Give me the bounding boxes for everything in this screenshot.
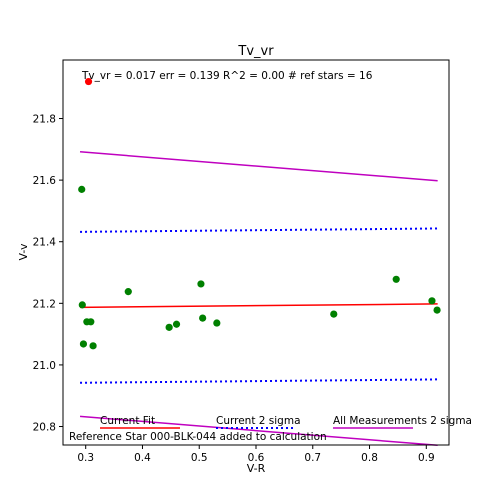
data-point xyxy=(165,323,173,331)
x-tick-label: 0.4 xyxy=(134,452,151,464)
series-line-3 xyxy=(80,378,438,384)
legend-label: All Measurements 2 sigma xyxy=(333,415,472,427)
y-tick-label: 21.8 xyxy=(33,114,56,126)
data-point xyxy=(79,340,88,348)
footnote: Reference Star 000-BLK-044 added to calc… xyxy=(69,431,327,443)
series-line-5 xyxy=(79,415,438,447)
legend: Current Fit Current 2 sigma All Measuremen… xyxy=(100,415,472,429)
data-point xyxy=(428,297,436,305)
data-point xyxy=(78,301,86,309)
plot-frame xyxy=(62,59,450,446)
series-line-4 xyxy=(79,151,438,182)
y-axis-label: V-v xyxy=(17,243,30,261)
y-tick-label: 21.6 xyxy=(33,175,57,187)
x-tick-label: 0.5 xyxy=(191,452,208,464)
x-tick-label: 0.7 xyxy=(304,452,321,464)
legend-label: Current Fit xyxy=(100,415,155,427)
data-point xyxy=(213,319,221,327)
x-tick-label: 0.9 xyxy=(418,452,435,464)
x-tick-label: 0.6 xyxy=(248,452,265,464)
fit-annotation: Tv_vr = 0.017 err = 0.139 R^2 = 0.00 # r… xyxy=(81,70,373,82)
x-tick-label: 0.3 xyxy=(77,452,94,464)
data-point xyxy=(392,275,400,283)
y-axis: 20.8 21.0 21.2 21.4 21.6 21.8 xyxy=(33,114,63,434)
legend-label: Current 2 sigma xyxy=(216,415,301,427)
plot-area xyxy=(78,77,441,447)
y-tick-label: 21.0 xyxy=(33,360,56,372)
data-point xyxy=(199,314,207,322)
data-point xyxy=(87,318,95,326)
x-axis-label: V-R xyxy=(247,462,266,475)
data-point xyxy=(330,310,338,318)
data-point xyxy=(172,320,181,328)
y-tick-label: 20.8 xyxy=(33,422,56,434)
reference-star-point xyxy=(84,77,93,86)
series-line-2 xyxy=(80,227,438,233)
y-tick-label: 21.2 xyxy=(33,298,56,310)
data-point xyxy=(124,288,132,296)
data-point xyxy=(197,280,205,288)
data-point xyxy=(78,185,86,193)
x-axis: 0.3 0.4 0.5 0.6 0.7 0.8 0.9 xyxy=(77,445,435,464)
data-point xyxy=(433,306,441,314)
y-tick-label: 21.4 xyxy=(33,237,57,249)
x-tick-label: 0.8 xyxy=(361,452,378,464)
chart-title: Tv_vr xyxy=(237,44,274,59)
data-point xyxy=(89,342,97,350)
series-line-1 xyxy=(80,303,438,309)
